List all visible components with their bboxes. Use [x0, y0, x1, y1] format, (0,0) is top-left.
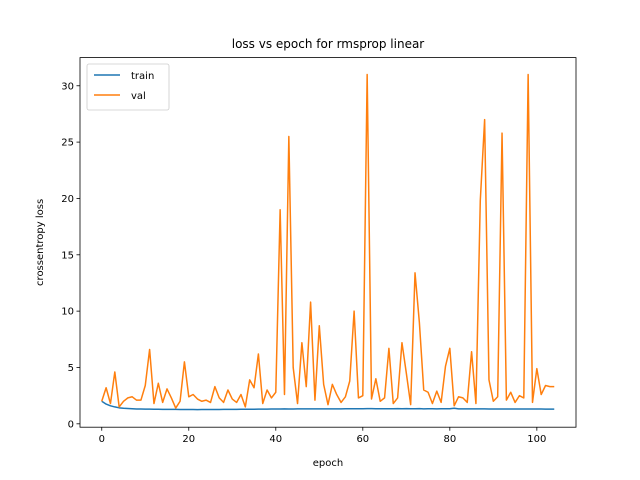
x-tick-label: 60 — [356, 434, 369, 445]
series-line-train — [101, 400, 555, 411]
legend-frame — [86, 63, 170, 111]
y-tick-label: 10 — [61, 307, 74, 318]
y-axis-label: crossentropy loss — [35, 199, 46, 286]
plot-frame — [79, 57, 577, 428]
series-line-val — [101, 73, 555, 409]
x-tick-label: 80 — [443, 434, 456, 445]
x-tick-label: 100 — [527, 434, 546, 445]
x-tick-label: 0 — [99, 434, 105, 445]
y-tick-label: 15 — [61, 250, 74, 261]
y-tick-label: 30 — [61, 81, 74, 92]
y-tick-label: 0 — [68, 419, 74, 430]
y-tick-label: 5 — [68, 363, 74, 374]
y-axis: 0 5 10 15 20 25 30 — [61, 81, 80, 430]
y-tick-label: 20 — [61, 194, 74, 205]
x-tick-label: 20 — [182, 434, 195, 445]
legend: train val — [86, 63, 170, 111]
x-axis: 0 20 40 60 80 100 — [99, 427, 546, 445]
y-tick-label: 25 — [61, 138, 74, 149]
chart-title: loss vs epoch for rmsprop linear — [232, 37, 425, 51]
x-tick-label: 40 — [269, 434, 282, 445]
x-axis-label: epoch — [313, 458, 343, 469]
legend-label-train: train — [131, 71, 154, 82]
legend-label-val: val — [131, 91, 146, 102]
plot-lines — [101, 73, 555, 411]
